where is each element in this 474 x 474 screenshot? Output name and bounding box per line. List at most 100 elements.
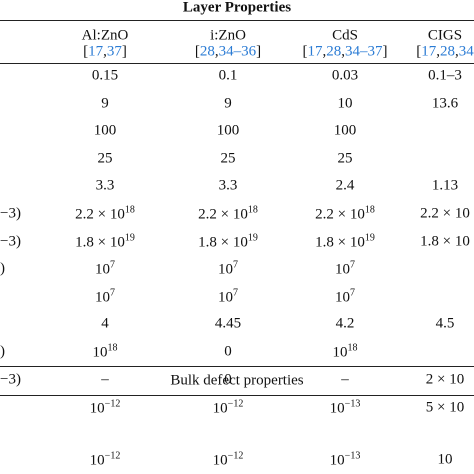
row-label-text: −3): [0, 205, 21, 222]
cell-exponent: 19: [247, 232, 258, 244]
ref-token[interactable]: 28: [326, 43, 342, 60]
cell: 1.8 × 1019: [75, 232, 135, 251]
cell-text: 10: [212, 400, 228, 417]
cell: –: [341, 371, 349, 388]
ref-token[interactable]: 34: [345, 43, 360, 60]
cell-text: 10: [218, 261, 233, 278]
ref-token[interactable]: –: [360, 43, 368, 60]
cell: 107: [335, 260, 355, 279]
cell-text: 1.8 × 10: [198, 234, 248, 251]
cell-text: 100: [216, 122, 240, 139]
cell-text: 2.2 × 10: [315, 206, 365, 223]
cell: 4.45: [215, 316, 241, 333]
ref-token[interactable]: 17: [88, 43, 104, 60]
row-label-text: ): [0, 343, 5, 360]
cell-text: 25: [220, 150, 236, 167]
ref-token[interactable]: 37: [106, 43, 122, 60]
cell: 10−12: [90, 399, 121, 418]
cell-exponent: 18: [107, 342, 118, 354]
cell-text: –: [101, 371, 109, 388]
cell: 1.8 × 10: [420, 233, 470, 250]
row-label: −3): [0, 206, 21, 223]
ref-token[interactable]: 36: [241, 43, 257, 60]
column-name: Al:ZnO: [81, 27, 129, 44]
cell: 10: [338, 95, 353, 112]
ref-token: ,: [455, 43, 459, 60]
cell: 1018: [93, 343, 118, 362]
cell: 10: [438, 452, 453, 469]
cell: 4: [101, 316, 109, 333]
rule: [0, 395, 474, 396]
ref-token: [: [416, 43, 422, 60]
cell-text: 1.8 × 10: [75, 234, 125, 251]
section-title: Bulk defect properties: [170, 372, 304, 389]
ref-token[interactable]: 34: [458, 43, 474, 60]
cell: 1.8 × 1019: [315, 232, 375, 251]
cell-exponent: 7: [233, 259, 238, 271]
column-refs: [17,28,34–37]: [303, 44, 388, 61]
cell: 100: [334, 123, 357, 140]
cell-exponent: 18: [124, 204, 135, 216]
ref-token[interactable]: 28: [440, 43, 455, 60]
column-header: i:ZnO: [210, 28, 246, 45]
ref-token[interactable]: 17: [307, 43, 323, 60]
cell-text: 100: [333, 122, 357, 139]
cell: 100: [94, 123, 117, 140]
ref-token[interactable]: 37: [367, 43, 383, 60]
cell: 2.2 × 1018: [198, 205, 258, 224]
cell-text: 13.6: [431, 95, 459, 112]
ref-token: [: [302, 43, 308, 60]
cell: –: [101, 371, 109, 388]
cell: 13.6: [432, 95, 458, 112]
cell: 25: [98, 150, 113, 167]
ref-token: [: [83, 43, 89, 60]
ref-token[interactable]: –: [233, 43, 242, 60]
cell-text: 0.1: [218, 67, 238, 84]
cell: 107: [95, 260, 115, 279]
cell: 4.2: [336, 316, 355, 333]
cell-text: 10: [212, 452, 228, 469]
cell: 2.2 × 1018: [315, 205, 375, 224]
cell: 3.3: [219, 178, 238, 195]
cell-text: 5 × 10: [425, 399, 465, 416]
cell: 2.4: [336, 178, 355, 195]
cell-text: 10: [332, 344, 348, 361]
cell-text: 0: [224, 343, 232, 360]
cell: 10−12: [213, 399, 244, 418]
ref-token: ,: [341, 43, 345, 60]
cell-text: 2.4: [335, 177, 355, 194]
ref-token: ]: [121, 43, 127, 60]
cell: 10−12: [213, 451, 244, 470]
cell-text: 4.5: [435, 315, 455, 332]
ref-token[interactable]: 34: [218, 43, 234, 60]
cell-text: 2.2 × 10: [198, 206, 248, 223]
cell-text: 10: [335, 289, 350, 306]
ref-token[interactable]: 17: [421, 43, 437, 60]
cell: 3.3: [96, 178, 115, 195]
cell-text: 9: [101, 95, 109, 112]
row-label: −3): [0, 371, 21, 388]
ref-token[interactable]: 28: [199, 43, 215, 60]
cell-text: 0: [224, 371, 232, 388]
cell-exponent: 7: [350, 287, 355, 299]
cell: 107: [218, 287, 238, 306]
cell-exponent: −12: [227, 398, 244, 410]
cell-text: 4.2: [335, 315, 355, 332]
cell: 0.1–3: [428, 68, 462, 85]
cell-text: 0.03: [331, 67, 359, 84]
cell-text: 2.2 × 10: [420, 205, 470, 222]
row-label: −3): [0, 233, 21, 250]
cell-text: 25: [337, 150, 353, 167]
cell: 1018: [333, 343, 358, 362]
ref-token: ,: [214, 43, 219, 60]
row-label-text: −3): [0, 233, 21, 250]
cell: 107: [95, 287, 115, 306]
cell-exponent: −13: [344, 398, 361, 410]
cell-exponent: 7: [110, 287, 115, 299]
cell-text: 100: [93, 122, 117, 139]
ref-token: ]: [382, 43, 388, 60]
cell-text: 10: [218, 289, 233, 306]
cell-text: –: [341, 371, 349, 388]
column-header: CIGS: [428, 28, 462, 45]
